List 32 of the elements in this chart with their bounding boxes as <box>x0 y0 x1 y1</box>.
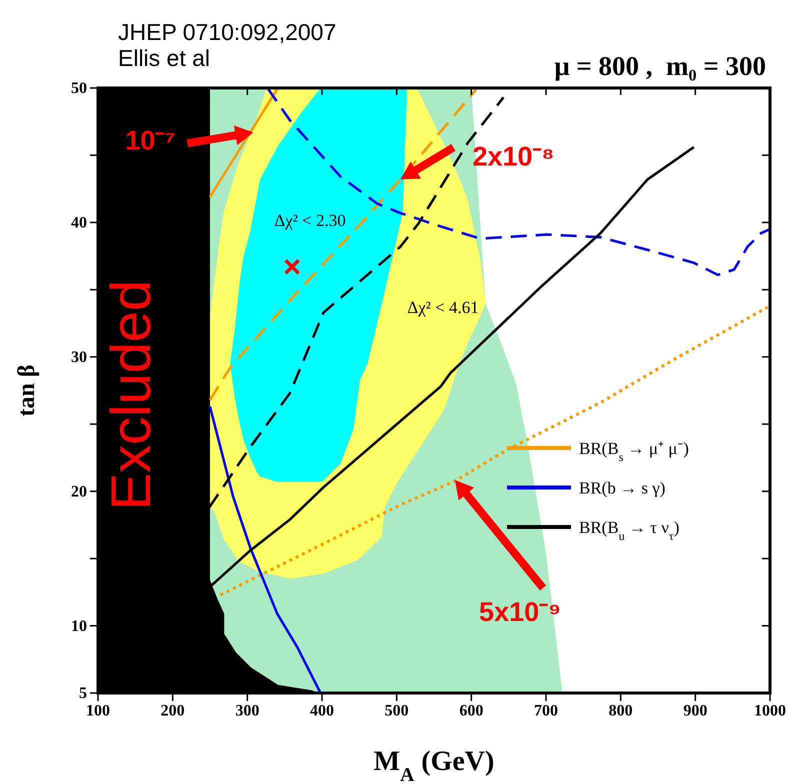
text: JHEP 0710:092,2007 <box>118 19 336 45</box>
x-tick-label: 300 <box>235 702 260 720</box>
legend-label: BR(B$_{u}$ → τ ν$_{τ}$) <box>579 518 680 543</box>
chart-title: μ = 800 , m₀ = 300 <box>554 51 766 81</box>
y-tick-label: 50 <box>71 80 87 98</box>
y-tick-label: 10 <box>71 618 87 635</box>
annotation: 2x10⁻⁸ <box>472 141 554 172</box>
annotation: 10⁻⁷ <box>125 125 176 156</box>
y-axis-title: tan β <box>14 364 40 416</box>
x-axis-title: M$_{A}$ (GeV) <box>374 746 494 784</box>
line-series <box>208 405 322 693</box>
text: Ellis et al <box>118 45 210 71</box>
legend-label: BR(B$_{s}$ → μ⁺ μ⁻) <box>579 439 689 464</box>
y-tick-label: 40 <box>71 214 87 232</box>
annotation: Excluded <box>99 280 162 510</box>
x-tick-label: 800 <box>608 702 633 720</box>
x-tick-label: 600 <box>459 702 484 720</box>
x-tick-label: 200 <box>160 702 185 720</box>
x-tick-label: 100 <box>86 702 110 720</box>
x-tick-label: 900 <box>683 702 708 720</box>
line-series <box>266 88 770 276</box>
annotation: 5x10⁻⁹ <box>479 597 561 627</box>
x-tick-label: 700 <box>534 702 558 720</box>
annotation: Δχ² < 4.61 <box>407 298 479 317</box>
annotation: Δχ² < 2.30 <box>274 211 346 230</box>
x-tick-label: 1000 <box>754 702 786 720</box>
y-tick-label: 20 <box>71 483 87 500</box>
x-tick-label: 500 <box>384 702 409 720</box>
y-tick-label: 30 <box>71 349 87 366</box>
x-tick-label: 400 <box>310 702 334 720</box>
legend-label: BR(b → s γ) <box>579 478 666 498</box>
y-tick-label: 5 <box>79 685 87 702</box>
